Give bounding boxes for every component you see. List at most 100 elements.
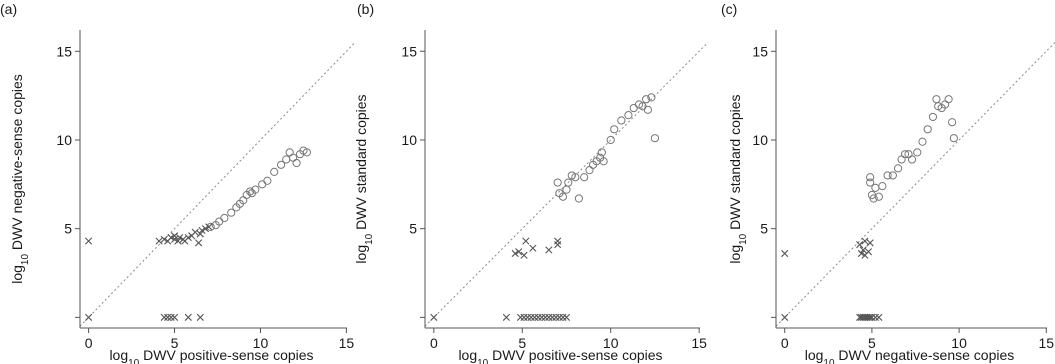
x-axis-label: log10 DWV positive-sense copies [109,347,313,364]
data-point-cross [184,233,192,242]
data-point-cross [541,313,549,321]
y-tick-label: 15 [56,43,72,59]
data-point-cross [863,313,871,321]
data-point-cross [502,313,510,321]
y-axis-label: log10 DWV standard copies [353,94,375,263]
data-point-cross [554,237,562,245]
data-point-circle [883,171,892,180]
y-tick-label: 10 [56,132,72,148]
data-point-circle [276,160,286,169]
data-point-cross [781,249,789,258]
data-point-circle [553,178,562,187]
y-tick-label: 5 [760,221,768,237]
data-point-circle [869,194,878,203]
data-point-circle [913,148,922,157]
data-point-circle [617,116,626,125]
x-tick-label: 10 [253,335,269,351]
data-point-cross [781,313,789,321]
data-point-cross [554,241,562,249]
data-point-circle [574,194,583,203]
data-point-circle [580,173,589,182]
data-point-cross [520,313,528,321]
data-point-cross [864,313,873,321]
data-point-cross [511,249,519,258]
data-point-cross [155,237,163,245]
data-point-circle [944,95,953,104]
data-point-cross [548,313,556,321]
data-point-cross [167,313,175,321]
data-point-circle [302,148,311,157]
x-tick-label: 5 [518,335,526,351]
data-point-cross [201,225,210,233]
x-tick-label: 0 [85,335,93,351]
data-point-cross [552,313,560,321]
data-point-cross [176,233,184,242]
data-point-circle [629,103,638,113]
y-tick-label: 15 [401,43,417,59]
data-point-cross [868,313,876,321]
data-point-circle [571,173,580,182]
data-point-cross [205,223,213,231]
data-point-cross [522,237,530,245]
data-point-circle [874,192,883,201]
data-point-circle [227,208,236,217]
data-point-circle [292,158,301,168]
data-point-cross [875,313,883,321]
x-tick-label: 0 [781,335,789,351]
data-point-circle [641,95,651,104]
panel-b: 0 5 10 15 5 10 15 (b) log10 DWV positive-sense c… [353,1,709,364]
data-point-circle [643,105,652,114]
data-point-cross [559,313,567,321]
data-point-cross [529,244,537,252]
x-tick-label: 0 [430,335,438,351]
data-point-cross [545,246,553,254]
data-point-cross [516,313,525,321]
data-point-cross [198,226,206,235]
data-point-cross [562,313,571,321]
data-point-cross [545,313,553,321]
data-point-circle [900,150,910,159]
data-point-circle [888,171,897,180]
y-tick-label: 5 [409,221,417,237]
x-tick-label: 10 [603,335,619,351]
data-point-cross [531,313,539,321]
data-point-circle [585,166,594,175]
data-point-cross [515,248,523,256]
data-point-circle [610,125,619,134]
data-point-circle [258,180,267,189]
x-tick-label: 5 [868,335,876,351]
data-point-cross [195,239,203,247]
data-point-circle [251,185,260,194]
panel-label: (c) [721,1,737,17]
data-point-circle [270,167,279,177]
data-point-cross [170,313,179,321]
data-point-cross [866,239,874,247]
data-point-cross [856,313,864,321]
reference-line-y-equals-x [775,42,1055,327]
data-point-cross [170,232,179,240]
data-point-cross [164,313,172,321]
x-tick-label: 15 [691,335,707,351]
data-point-circle [932,95,941,104]
x-tick-label: 15 [1038,335,1054,351]
data-point-cross [866,313,874,321]
data-point-circle [866,173,875,182]
panel-a: 0 5 10 15 5 10 15 (a) log10 DWV positive-sense c… [0,1,356,364]
data-point-cross [430,313,438,321]
data-point-circle [597,148,606,157]
reference-line-y-equals-x [424,42,709,327]
data-point-circle [624,111,633,120]
x-axis-label: log10 DWV positive-sense copies [458,347,662,364]
data-point-cross [85,313,93,321]
panel-label: (a) [0,1,17,17]
data-point-cross [555,313,564,321]
data-point-circle [558,192,568,201]
x-tick-label: 10 [951,335,967,351]
data-point-cross [85,237,93,245]
data-point-circle [263,176,272,185]
y-axis-label: log10 DWV standard copies [727,94,749,263]
x-tick-label: 5 [171,335,179,351]
reference-line-y-equals-x [79,42,356,327]
data-point-circle [246,187,255,196]
